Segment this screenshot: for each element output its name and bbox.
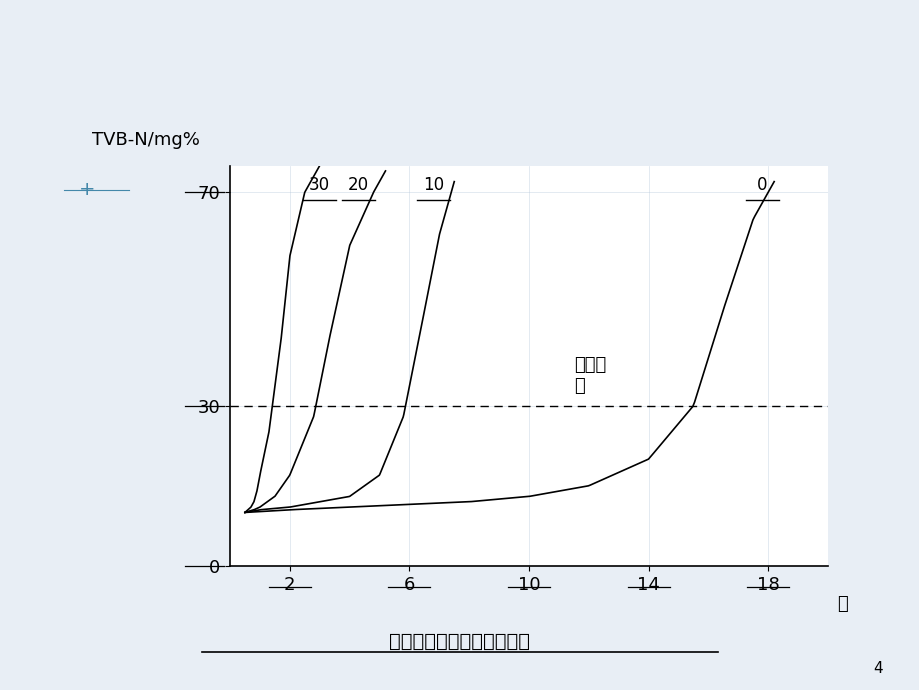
Text: +: + — [79, 180, 96, 199]
Text: 10: 10 — [423, 176, 443, 195]
Text: 开始腐
败: 开始腐 败 — [573, 356, 606, 395]
Text: 保藏温度与鱼体腐败关系图: 保藏温度与鱼体腐败关系图 — [389, 632, 530, 651]
Text: 20: 20 — [347, 176, 369, 195]
Text: 天: 天 — [836, 595, 846, 613]
Text: 4: 4 — [873, 661, 882, 676]
Text: 30: 30 — [309, 176, 330, 195]
Text: 0: 0 — [756, 176, 766, 195]
Text: TVB-N/mg%: TVB-N/mg% — [92, 131, 199, 149]
